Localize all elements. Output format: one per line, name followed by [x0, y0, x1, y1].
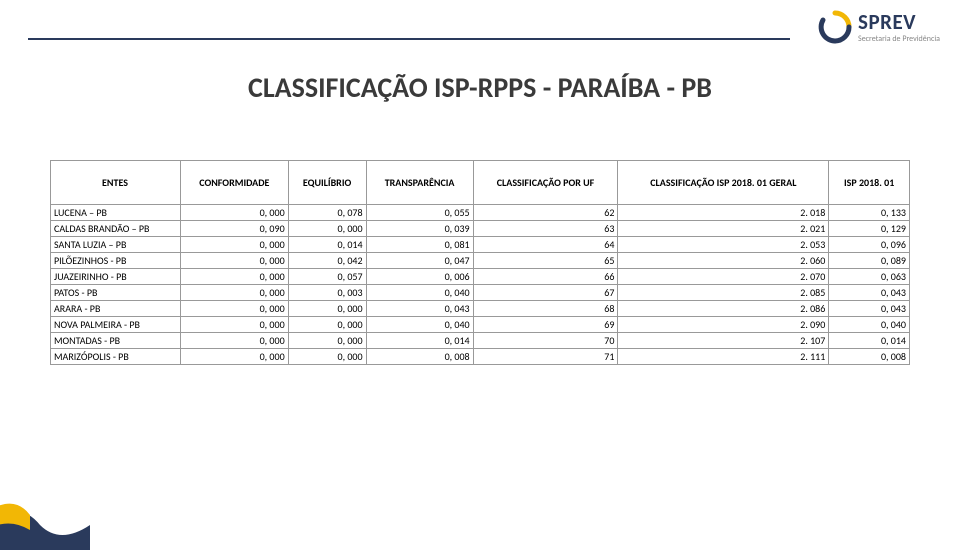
- table-cell: 64: [473, 237, 618, 253]
- table-cell: 62: [473, 205, 618, 221]
- table-row: MONTADAS - PB0, 0000, 0000, 014702. 1070…: [51, 333, 910, 349]
- table-cell: 2. 053: [618, 237, 829, 253]
- table-cell: 69: [473, 317, 618, 333]
- decorative-corner-icon: [0, 470, 110, 550]
- table-cell: 0, 133: [829, 205, 910, 221]
- table-cell: 0, 129: [829, 221, 910, 237]
- col-header-conformidade: CONFORMIDADE: [181, 161, 289, 205]
- classification-table: ENTES CONFORMIDADE EQUILÍBRIO TRANSPARÊN…: [50, 160, 910, 365]
- table-cell: 0, 043: [366, 301, 473, 317]
- table-cell: 70: [473, 333, 618, 349]
- table-cell: 2. 090: [618, 317, 829, 333]
- table-cell: CALDAS BRANDÃO – PB: [51, 221, 181, 237]
- table-cell: 0, 003: [288, 285, 366, 301]
- table-cell: 2. 021: [618, 221, 829, 237]
- header-divider: [28, 38, 790, 40]
- table-cell: 0, 039: [366, 221, 473, 237]
- table-cell: JUAZEIRINHO - PB: [51, 269, 181, 285]
- table-cell: 0, 008: [366, 349, 473, 365]
- table-row: JUAZEIRINHO - PB0, 0000, 0570, 006662. 0…: [51, 269, 910, 285]
- table-cell: 2. 111: [618, 349, 829, 365]
- table-cell: 0, 000: [181, 205, 289, 221]
- table-cell: MONTADAS - PB: [51, 333, 181, 349]
- table-cell: 0, 057: [288, 269, 366, 285]
- col-header-class-geral: CLASSIFICAÇÃO ISP 2018. 01 GERAL: [618, 161, 829, 205]
- table-cell: 0, 040: [829, 317, 910, 333]
- table-cell: 0, 063: [829, 269, 910, 285]
- table-cell: MARIZÓPOLIS - PB: [51, 349, 181, 365]
- page-title: CLASSIFICAÇÃO ISP-RPPS - PARAÍBA - PB: [0, 70, 960, 105]
- table-cell: 66: [473, 269, 618, 285]
- table-row: PATOS - PB0, 0000, 0030, 040672. 0850, 0…: [51, 285, 910, 301]
- table-row: ARARA - PB0, 0000, 0000, 043682. 0860, 0…: [51, 301, 910, 317]
- table-cell: 2. 086: [618, 301, 829, 317]
- table-row: SANTA LUZIA – PB0, 0000, 0140, 081642. 0…: [51, 237, 910, 253]
- table-cell: 0, 043: [829, 285, 910, 301]
- table-cell: 0, 043: [829, 301, 910, 317]
- table-cell: 0, 055: [366, 205, 473, 221]
- table-cell: PATOS - PB: [51, 285, 181, 301]
- table-header-row: ENTES CONFORMIDADE EQUILÍBRIO TRANSPARÊN…: [51, 161, 910, 205]
- table-cell: 0, 014: [366, 333, 473, 349]
- col-header-entes: ENTES: [51, 161, 181, 205]
- table-cell: SANTA LUZIA – PB: [51, 237, 181, 253]
- table-cell: 2. 070: [618, 269, 829, 285]
- table-cell: 0, 000: [288, 301, 366, 317]
- table-cell: 0, 014: [829, 333, 910, 349]
- table-cell: 0, 000: [181, 349, 289, 365]
- table-cell: 0, 081: [366, 237, 473, 253]
- table-cell: 0, 089: [829, 253, 910, 269]
- table-cell: 67: [473, 285, 618, 301]
- table-cell: 2. 107: [618, 333, 829, 349]
- table-cell: 0, 042: [288, 253, 366, 269]
- table-row: CALDAS BRANDÃO – PB0, 0900, 0000, 039632…: [51, 221, 910, 237]
- logo: SPREV Secretaria de Previdência: [818, 10, 940, 44]
- table-cell: 2. 085: [618, 285, 829, 301]
- table-row: PILÕEZINHOS - PB0, 0000, 0420, 047652. 0…: [51, 253, 910, 269]
- table-cell: 0, 040: [366, 285, 473, 301]
- table-cell: 68: [473, 301, 618, 317]
- table-cell: 0, 000: [181, 301, 289, 317]
- table-row: NOVA PALMEIRA - PB0, 0000, 0000, 040692.…: [51, 317, 910, 333]
- table-cell: 0, 000: [181, 317, 289, 333]
- table-cell: 71: [473, 349, 618, 365]
- table-row: LUCENA – PB0, 0000, 0780, 055622. 0180, …: [51, 205, 910, 221]
- table-cell: 0, 000: [181, 285, 289, 301]
- table-cell: 65: [473, 253, 618, 269]
- table-cell: ARARA - PB: [51, 301, 181, 317]
- table-cell: 0, 090: [181, 221, 289, 237]
- table-cell: 63: [473, 221, 618, 237]
- table-row: MARIZÓPOLIS - PB0, 0000, 0000, 008712. 1…: [51, 349, 910, 365]
- table-cell: 2. 060: [618, 253, 829, 269]
- logo-main-text: SPREV: [858, 12, 940, 33]
- table-cell: 0, 047: [366, 253, 473, 269]
- col-header-equilibrio: EQUILÍBRIO: [288, 161, 366, 205]
- table-cell: NOVA PALMEIRA - PB: [51, 317, 181, 333]
- col-header-class-uf: CLASSIFICAÇÃO POR UF: [473, 161, 618, 205]
- table-cell: 0, 000: [181, 333, 289, 349]
- col-header-isp: ISP 2018. 01: [829, 161, 910, 205]
- table-cell: 0, 000: [288, 349, 366, 365]
- table-cell: 0, 000: [181, 269, 289, 285]
- logo-icon: [818, 10, 852, 44]
- table-cell: 0, 006: [366, 269, 473, 285]
- table-cell: PILÕEZINHOS - PB: [51, 253, 181, 269]
- col-header-transparencia: TRANSPARÊNCIA: [366, 161, 473, 205]
- table-cell: 0, 096: [829, 237, 910, 253]
- table-cell: 0, 000: [288, 333, 366, 349]
- table-cell: 2. 018: [618, 205, 829, 221]
- table-cell: 0, 000: [181, 253, 289, 269]
- table-cell: 0, 000: [288, 221, 366, 237]
- table-cell: 0, 000: [288, 317, 366, 333]
- table-cell: 0, 008: [829, 349, 910, 365]
- table-cell: 0, 040: [366, 317, 473, 333]
- logo-sub-text: Secretaria de Previdência: [858, 35, 940, 43]
- table-cell: 0, 000: [181, 237, 289, 253]
- table-cell: LUCENA – PB: [51, 205, 181, 221]
- table-cell: 0, 014: [288, 237, 366, 253]
- table-cell: 0, 078: [288, 205, 366, 221]
